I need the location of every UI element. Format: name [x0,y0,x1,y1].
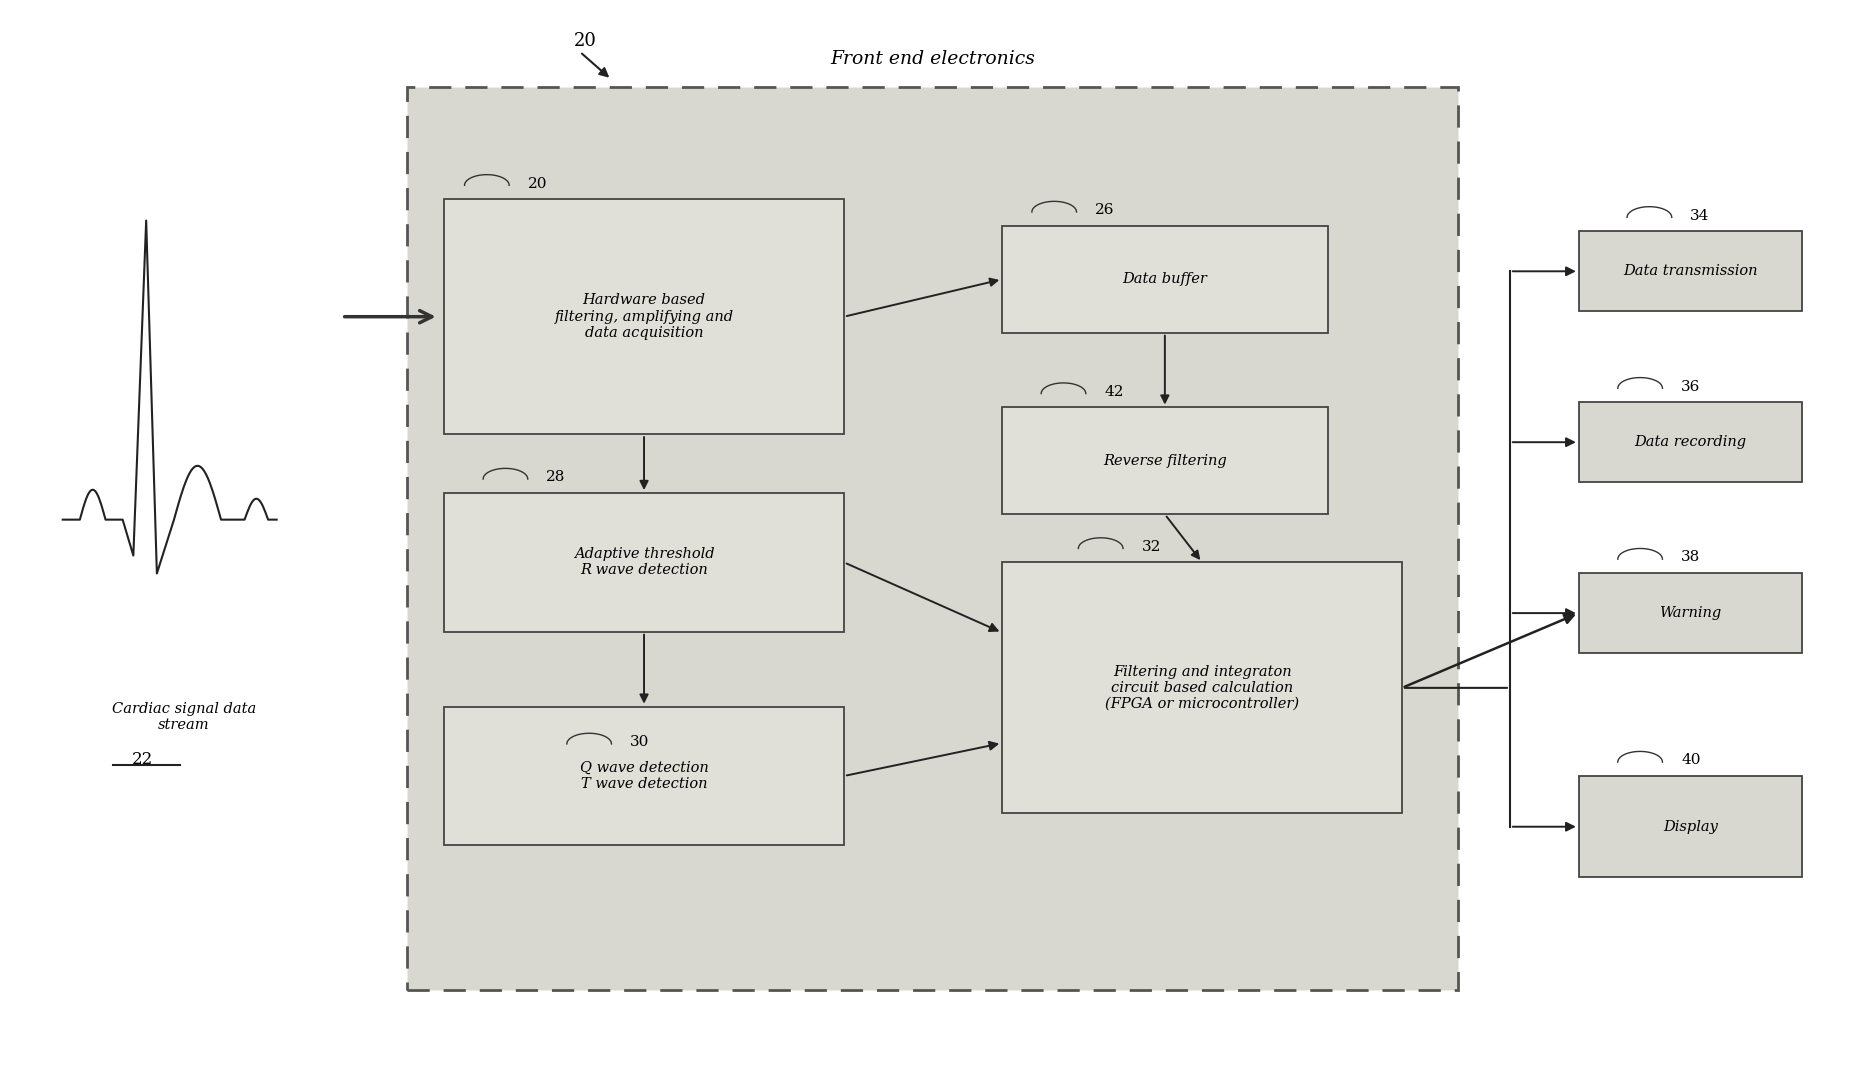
Text: 38: 38 [1680,551,1699,565]
Text: 40: 40 [1680,753,1699,767]
Text: 26: 26 [1094,203,1114,217]
Text: Warning: Warning [1658,606,1721,620]
Text: Display: Display [1661,820,1718,834]
Text: 22: 22 [131,752,154,768]
Text: Adaptive threshold
R wave detection: Adaptive threshold R wave detection [573,547,714,578]
FancyBboxPatch shape [1577,232,1802,312]
FancyBboxPatch shape [1002,408,1326,514]
FancyBboxPatch shape [444,199,843,434]
FancyBboxPatch shape [444,493,843,632]
Text: 34: 34 [1689,209,1708,223]
Text: Data buffer: Data buffer [1122,273,1206,287]
FancyBboxPatch shape [1002,563,1401,814]
Text: 20: 20 [573,32,597,50]
Text: Hardware based
filtering, amplifying and
data acquisition: Hardware based filtering, amplifying and… [554,293,732,340]
Text: Data recording: Data recording [1633,435,1746,449]
Text: 20: 20 [528,176,547,190]
Text: Data transmission: Data transmission [1622,264,1757,278]
FancyBboxPatch shape [1002,226,1326,333]
Text: 36: 36 [1680,380,1699,394]
Text: 42: 42 [1103,385,1124,399]
Text: Q wave detection
T wave detection: Q wave detection T wave detection [579,761,708,791]
Text: 30: 30 [629,736,650,749]
Bar [406,87,1457,990]
FancyBboxPatch shape [444,707,843,845]
Text: Cardiac signal data
stream: Cardiac signal data stream [112,702,255,733]
FancyBboxPatch shape [1577,573,1802,654]
FancyBboxPatch shape [1577,403,1802,483]
Text: Reverse filtering: Reverse filtering [1103,453,1227,467]
Text: 28: 28 [547,471,566,485]
Text: Front end electronics: Front end electronics [830,50,1034,68]
Text: 32: 32 [1141,540,1161,554]
Text: Filtering and integraton
circuit based calculation
(FPGA or microcontroller): Filtering and integraton circuit based c… [1105,664,1298,711]
FancyBboxPatch shape [1577,776,1802,878]
